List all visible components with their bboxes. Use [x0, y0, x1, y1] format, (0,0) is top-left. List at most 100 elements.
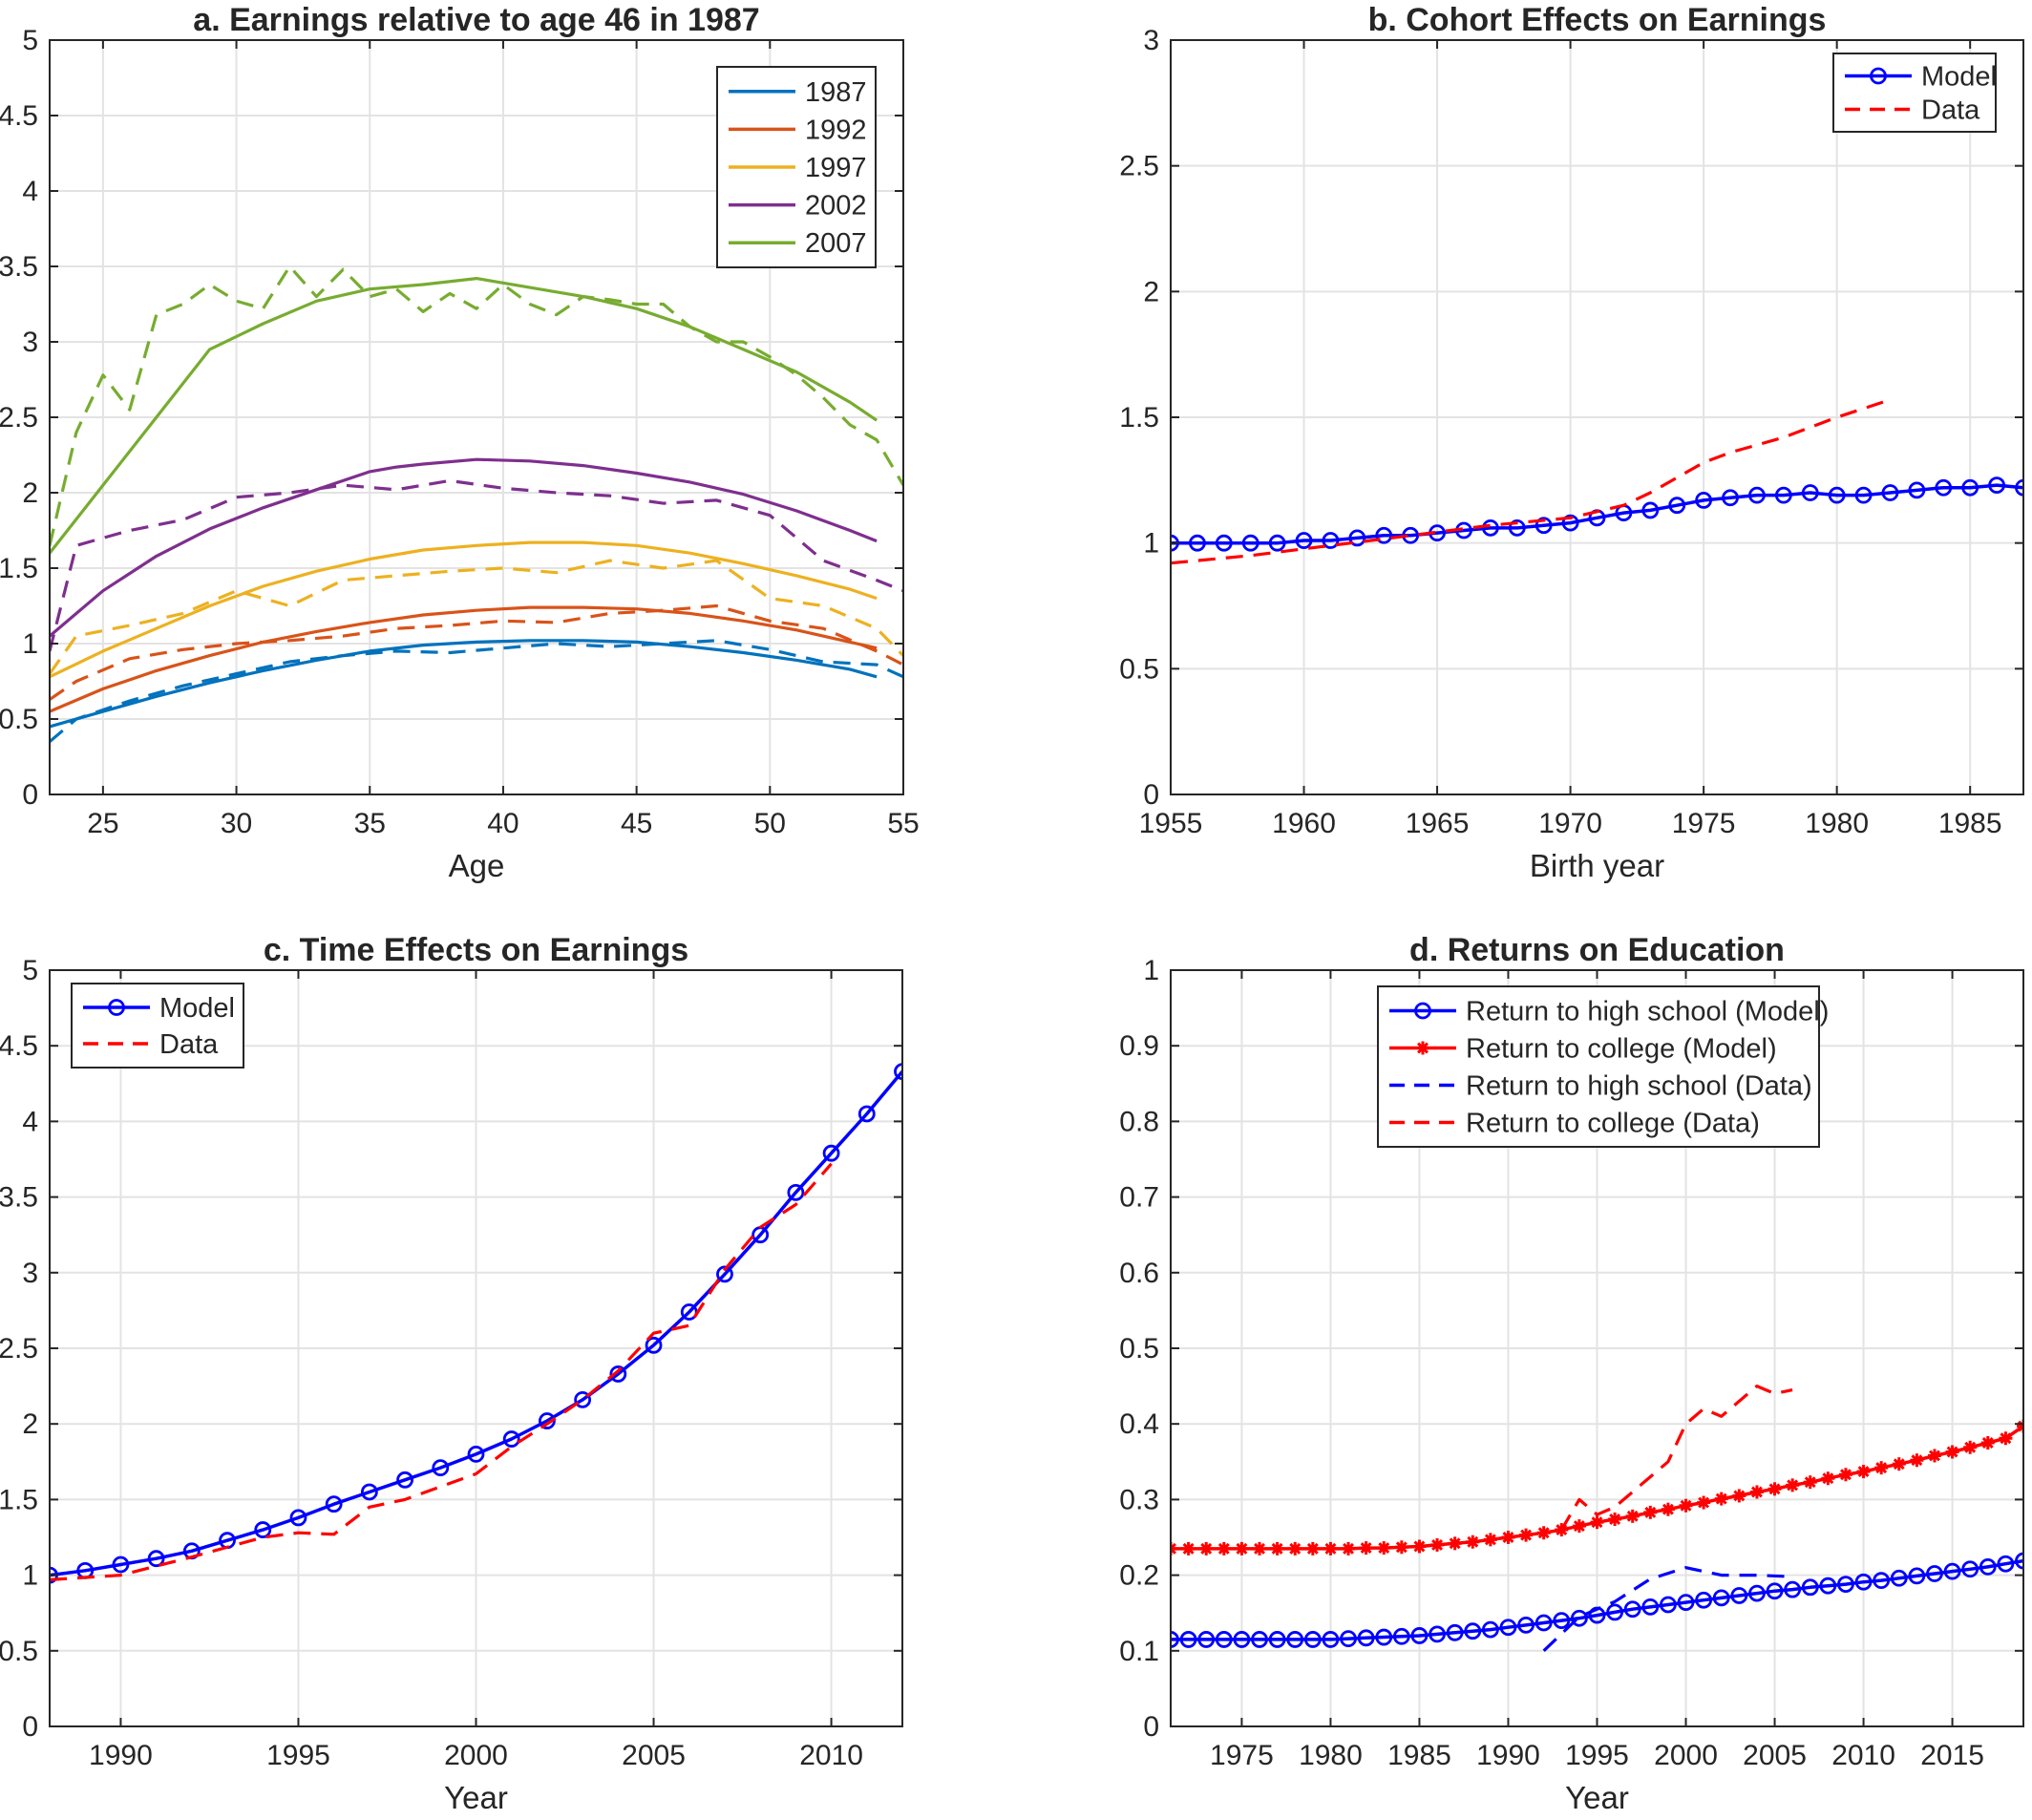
y-tick-label: 3.5: [0, 1182, 38, 1214]
data-point: [1837, 1576, 1854, 1594]
data-point: [1801, 1578, 1819, 1597]
data-point: [1377, 1541, 1391, 1555]
y-tick-label: 2: [22, 477, 38, 509]
y-tick-label: 2: [1143, 276, 1159, 307]
x-tick-label: 55: [887, 808, 919, 839]
y-tick-label: 0: [22, 779, 38, 811]
data-point: [1819, 1577, 1837, 1595]
data-point: [1572, 1519, 1586, 1534]
data-point: [1732, 1489, 1746, 1503]
plot-area: [50, 265, 903, 743]
data-point: [1375, 1628, 1393, 1646]
data-point: [1679, 1498, 1693, 1513]
data-point: [1535, 517, 1553, 535]
x-tick-label: 1995: [1565, 1740, 1629, 1771]
x-tick-label: 35: [354, 808, 386, 839]
data-point: [1251, 1631, 1268, 1648]
data-point: [1961, 478, 1979, 497]
y-tick-label: 2.5: [0, 402, 38, 434]
data-point: [1412, 1539, 1427, 1554]
x-tick-label: 30: [221, 808, 252, 839]
legend: 1987 1992 1997 2002 2007: [716, 66, 877, 268]
x-tick-label: 50: [754, 808, 786, 839]
data-point: [1215, 534, 1233, 552]
data-point: [254, 1521, 272, 1538]
data-point: [1748, 1584, 1766, 1602]
data-point: [1908, 1567, 1926, 1585]
data-point: [1749, 1485, 1764, 1499]
x-tick-label: 1975: [1672, 808, 1736, 839]
y-tick-label: 3: [22, 327, 38, 358]
legend-label: Data: [159, 1029, 219, 1060]
data-point: [716, 1265, 733, 1283]
data-point: [1590, 1515, 1604, 1530]
y-tick-label: 4.5: [0, 1030, 38, 1062]
plot-area: [1171, 398, 2023, 565]
data-point: [787, 1183, 805, 1201]
data-point: [1517, 1616, 1535, 1634]
data-point: [1881, 484, 1899, 501]
data-point: [1730, 1587, 1748, 1604]
data-point: [325, 1495, 343, 1513]
y-tick-label: 0.4: [1119, 1408, 1159, 1440]
series-line-a-7: [50, 559, 903, 675]
x-axis-label: Year: [444, 1780, 508, 1815]
data-point: [1481, 518, 1499, 537]
data-point: [1625, 1509, 1640, 1523]
y-tick-label: 0: [22, 1711, 38, 1743]
data-point: [1854, 486, 1873, 504]
data-point: [467, 1445, 485, 1463]
data-point: [609, 1365, 627, 1383]
data-point: [1483, 1533, 1497, 1547]
data-point: [1926, 1565, 1943, 1582]
data-point: [1908, 481, 1926, 499]
data-point: [1945, 1445, 1959, 1459]
data-point: [1963, 1440, 1978, 1454]
y-tick-label: 3.5: [0, 251, 38, 283]
x-tick-label: 1990: [1476, 1740, 1540, 1771]
data-point: [1712, 1589, 1730, 1607]
data-point: [1856, 1465, 1871, 1479]
data-point: [1623, 1600, 1641, 1619]
y-tick-label: 0.2: [1119, 1560, 1159, 1592]
data-point: [1828, 486, 1846, 504]
data-point: [1854, 1573, 1873, 1591]
x-tick-label: 45: [621, 808, 652, 839]
data-point: [1499, 1619, 1517, 1637]
y-tick-label: 1: [1143, 955, 1159, 986]
x-tick-label: 1985: [1938, 808, 2002, 839]
y-tick-label: 1.5: [1119, 402, 1159, 434]
y-tick-label: 0.5: [0, 704, 38, 735]
chart-panel-a: 25 30 35 40 45 50 55 0 0.5 1 1.5 2 2.5 3 3.5 4 4.5 5 a. Ea…: [0, 2, 920, 883]
legend: Return to high school (Model) Return to c…: [1377, 985, 1829, 1148]
grid-lines: [1170, 39, 2023, 795]
x-tick-label: 2000: [1654, 1740, 1718, 1771]
data-point: [1838, 1468, 1852, 1482]
data-point: [857, 1105, 876, 1123]
data-point: [1181, 1541, 1196, 1555]
y-tick-label: 4: [22, 1106, 38, 1137]
data-point: [1927, 1449, 1941, 1463]
x-axis-label: Age: [449, 848, 505, 883]
data-point: [1429, 1625, 1446, 1643]
data-point: [1253, 1541, 1267, 1555]
data-point: [1215, 1631, 1233, 1648]
data-point: [1774, 486, 1792, 504]
x-tick-label: 2010: [799, 1740, 863, 1771]
chart-panel-d: 1975 1980 1985 1990 1995 2000 2005 2010 2015 0 0.1…: [1119, 932, 2024, 1815]
legend-label: Data: [1921, 95, 1980, 126]
y-tick-label: 0: [1143, 1711, 1159, 1743]
data-point: [1668, 497, 1686, 515]
data-point: [1935, 478, 1953, 497]
y-tick-label: 4: [22, 176, 38, 207]
series-line-a-0: [50, 639, 878, 729]
data-point: [1189, 534, 1206, 552]
x-tick-label: 25: [87, 808, 118, 839]
data-point: [1980, 1436, 1995, 1450]
x-tick-label: 2015: [1920, 1740, 1984, 1771]
data-point: [502, 1430, 520, 1448]
data-point: [1695, 492, 1713, 509]
series-line-a-9: [50, 265, 903, 546]
